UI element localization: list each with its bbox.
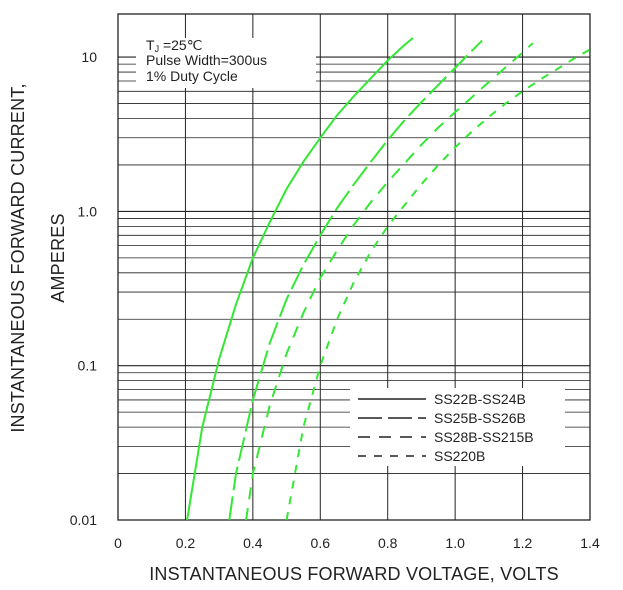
y-axis-title-line2: AMPERES	[48, 213, 68, 302]
y-tick-label: 0.01	[70, 512, 97, 528]
x-tick-label: 0.2	[176, 535, 196, 551]
x-axis-ticks: 0 0.2 0.4 0.6 0.8 1.0 1.2 1.4	[114, 535, 600, 551]
legend-label: SS25B-SS26B	[434, 410, 526, 426]
x-tick-label: 1.0	[445, 535, 465, 551]
series-line-ss28b-ss215b	[245, 42, 534, 521]
x-tick-label: 0.8	[378, 535, 398, 551]
x-tick-label: 1.4	[580, 535, 600, 551]
y-tick-label: 0.1	[78, 358, 98, 374]
legend-label: SS220B	[434, 448, 485, 464]
x-axis-title: INSTANTANEOUS FORWARD VOLTAGE, VOLTS	[149, 564, 559, 584]
plot-frame	[117, 13, 591, 521]
y-tick-label: 10	[81, 49, 97, 65]
x-tick-label: 0.4	[243, 535, 263, 551]
x-tick-label: 0	[114, 535, 122, 551]
legend-label: SS22B-SS24B	[434, 391, 526, 407]
pulse-width-label: Pulse Width=300us	[146, 52, 267, 68]
series-line-ss25b-ss26b	[228, 39, 483, 521]
y-axis-ticks: 0.01 0.1 1.0 10	[70, 49, 97, 528]
junction-temp-label: TJ =25℃	[146, 37, 202, 54]
legend-background	[350, 388, 565, 466]
y-tick-label: 1.0	[78, 203, 98, 219]
legend: SS22B-SS24B SS25B-SS26B SS28B-SS215B SS220B	[350, 388, 565, 466]
x-tick-label: 0.6	[311, 535, 331, 551]
series-line-ss22b-ss24b	[186, 37, 414, 521]
y-axis-title-line1: INSTANTANEOUS FORWARD CURRENT,	[8, 83, 28, 432]
x-tick-label: 1.2	[513, 535, 533, 551]
test-conditions-box: TJ =25℃ Pulse Width=300us 1% Duty Cycle	[136, 37, 316, 88]
legend-label: SS28B-SS215B	[434, 429, 534, 445]
series-layer	[186, 37, 591, 521]
duty-cycle-label: 1% Duty Cycle	[146, 68, 238, 84]
